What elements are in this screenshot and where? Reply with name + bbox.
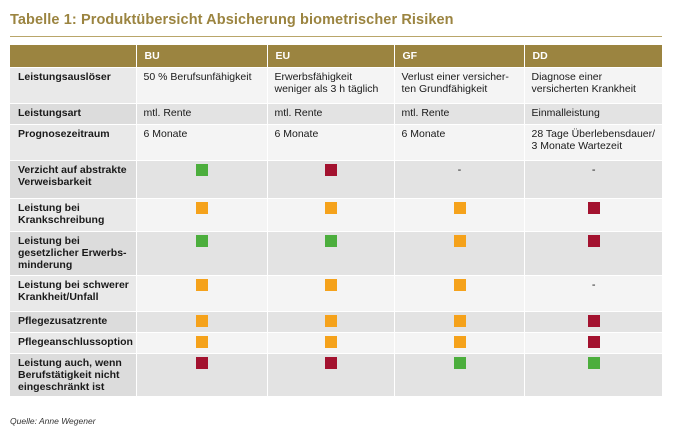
red-status-square [587,235,600,248]
table-cell: 50 % Berufsunfähigkeit [135,67,267,104]
status-cell [393,198,524,232]
table-title: Tabelle 1: Produktübersicht Absicherung … [10,12,454,28]
table-row: Prognosezeitraum 6 Monate 6 Monate 6 Mon… [10,124,662,161]
status-cell [135,160,267,199]
row-label: Leistung bei gesetzlicher Erwerbs-minder… [10,231,136,276]
orange-status-square [325,336,337,349]
header-dd: DD [523,45,662,68]
orange-status-square [196,315,208,328]
red-status-square [325,357,337,370]
red-status-square [325,164,337,177]
table-row: Pflegeanschlussoption [10,332,662,354]
table-cell: 28 Tage Überlebensdauer/ 3 Monate Wartez… [523,124,662,161]
table-cell: 6 Monate [266,124,394,161]
status-cell [523,198,662,232]
table-cell: 6 Monate [393,124,524,161]
orange-status-square [453,235,466,248]
status-cell [135,231,267,276]
header-bu: BU [135,45,267,68]
row-label: Pflegezusatzrente [10,311,136,333]
table-cell: mtl. Rente [393,103,524,125]
status-cell [266,353,394,396]
table-row: Leistungsart mtl. Rente mtl. Rente mtl. … [10,103,662,125]
green-status-square [325,235,337,248]
status-cell [135,332,267,354]
status-cell [266,231,394,276]
dash-text: - [591,164,596,176]
orange-status-square [453,315,466,328]
dash-text: - [457,164,462,176]
orange-status-square [453,336,466,349]
dash-text: - [591,279,596,291]
table-row: Leistung auch, wenn Berufstätigkeit nich… [10,353,662,396]
not-applicable-dash: - [523,275,662,312]
status-cell [135,275,267,312]
table-row: Leistung bei schwerer Krankheit/Unfall - [10,275,662,312]
header-empty [10,45,136,68]
not-applicable-dash: - [393,160,524,199]
green-status-square [587,357,600,370]
red-status-square [587,202,600,215]
orange-status-square [453,202,466,215]
status-cell [523,311,662,333]
table-row: Pflegezusatzrente [10,311,662,333]
green-status-square [196,235,208,248]
table-row: Leistung bei Krankschreibung [10,198,662,232]
orange-status-square [325,279,337,292]
title-rule [10,36,662,37]
orange-status-square [196,336,208,349]
header-eu: EU [266,45,394,68]
status-cell [266,275,394,312]
red-status-square [587,336,600,349]
green-status-square [453,357,466,370]
status-cell [393,353,524,396]
table-cell: Diagnose einer versicherten Krankheit [523,67,662,104]
status-cell [393,311,524,333]
product-table: BU EU GF DD Leistungsauslöser 50 % Beruf… [10,45,662,396]
status-cell [266,311,394,333]
status-cell [135,311,267,333]
row-label: Leistungsauslöser [10,67,136,104]
status-cell [266,160,394,199]
row-label: Leistung bei Krankschreibung [10,198,136,232]
row-label: Leistung bei schwerer Krankheit/Unfall [10,275,136,312]
table-cell: Erwerbsfähigkeit weniger als 3 h täglich [266,67,394,104]
table-cell: mtl. Rente [135,103,267,125]
green-status-square [196,164,208,177]
not-applicable-dash: - [523,160,662,199]
table-row: Leistungsauslöser 50 % Berufsunfähigkeit… [10,67,662,104]
status-cell [393,275,524,312]
status-cell [393,332,524,354]
status-cell [523,231,662,276]
row-label: Prognosezeitraum [10,124,136,161]
source-note: Quelle: Anne Wegener [10,416,96,426]
status-cell [523,332,662,354]
red-status-square [587,315,600,328]
status-cell [393,231,524,276]
row-label: Leistungsart [10,103,136,125]
table-cell: mtl. Rente [266,103,394,125]
orange-status-square [325,202,337,215]
status-cell [135,353,267,396]
header-row: BU EU GF DD [10,45,662,68]
table-row: Leistung bei gesetzlicher Erwerbs-minder… [10,231,662,276]
row-label: Leistung auch, wenn Berufstätigkeit nich… [10,353,136,396]
orange-status-square [325,315,337,328]
status-cell [523,353,662,396]
red-status-square [196,357,208,370]
header-gf: GF [393,45,524,68]
row-label: Verzicht auf abstrakte Verweisbarkeit [10,160,136,199]
feature-rows: Verzicht auf abstrakte Verweisbarkeit - - L… [10,160,662,396]
orange-status-square [196,279,208,292]
status-cell [135,198,267,232]
status-cell [266,198,394,232]
orange-status-square [453,279,466,292]
orange-status-square [196,202,208,215]
row-label: Pflegeanschlussoption [10,332,136,354]
table-row: Verzicht auf abstrakte Verweisbarkeit - - [10,160,662,199]
table-cell: 6 Monate [135,124,267,161]
table-cell: Verlust einer versicher-ten Grundfähigke… [393,67,524,104]
table-cell: Einmalleistung [523,103,662,125]
status-cell [266,332,394,354]
